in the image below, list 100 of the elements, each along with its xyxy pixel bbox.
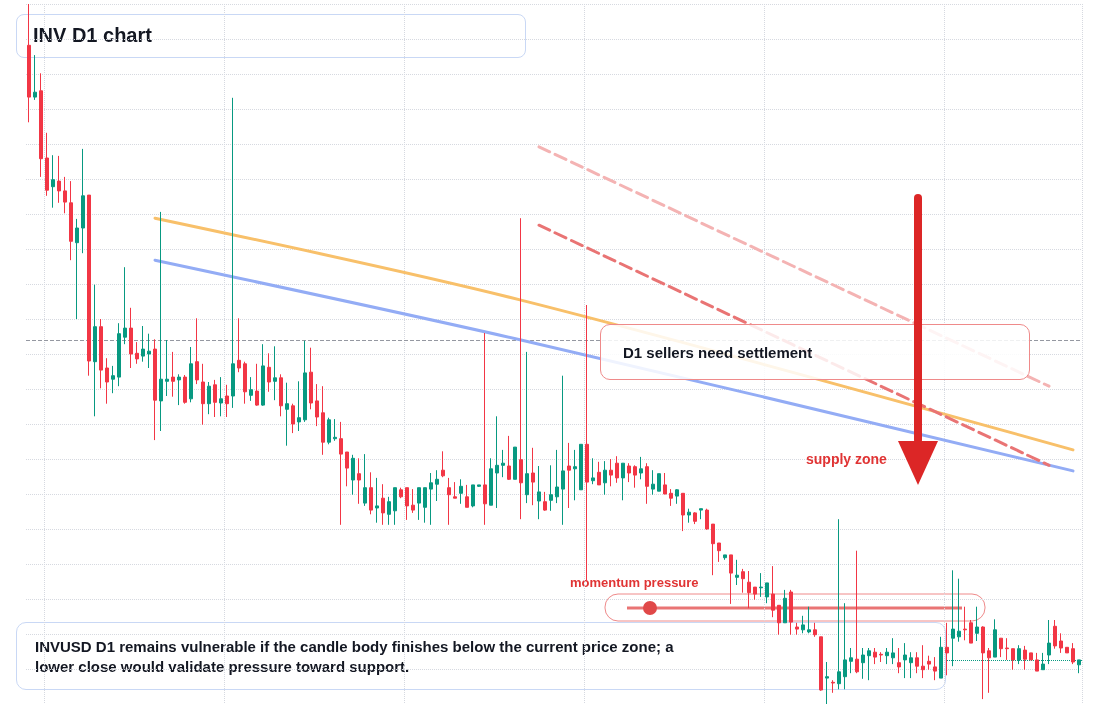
candlestick: [561, 375, 565, 526]
candlestick: [597, 461, 601, 486]
candlestick: [39, 72, 43, 178]
candlestick: [1059, 632, 1063, 654]
candlestick: [879, 651, 883, 663]
candlestick: [411, 488, 415, 514]
candlestick: [87, 194, 91, 377]
candlestick: [273, 345, 277, 401]
candlestick: [45, 132, 49, 197]
candlestick: [315, 383, 319, 427]
candlestick: [57, 155, 61, 204]
candlestick: [405, 487, 409, 521]
candlestick: [813, 622, 817, 638]
candlestick: [237, 317, 241, 373]
candlestick: [147, 333, 151, 369]
candlestick: [423, 487, 427, 524]
candlestick: [141, 325, 145, 363]
candlestick: [195, 317, 199, 385]
candlestick: [489, 457, 493, 506]
candlestick: [801, 615, 805, 634]
candlestick: [933, 656, 937, 681]
candlestick: [135, 341, 139, 365]
candlestick: [255, 363, 259, 407]
candlestick: [795, 622, 799, 636]
callout-box: D1 sellers need settlement: [600, 324, 1030, 380]
candlestick: [333, 418, 337, 442]
candlestick: [1065, 646, 1069, 654]
candlestick: [693, 511, 697, 525]
candlestick: [261, 343, 265, 407]
candlestick: [417, 487, 421, 521]
candlestick: [729, 554, 733, 605]
candlestick: [453, 481, 457, 499]
candlestick: [837, 518, 841, 690]
candlestick: [399, 487, 403, 499]
candlestick: [111, 365, 115, 394]
candlestick: [639, 456, 643, 480]
candlestick: [267, 352, 271, 393]
candlestick: [645, 462, 649, 505]
candlestick: [501, 449, 505, 478]
candlestick: [519, 217, 523, 520]
candlestick: [903, 642, 907, 679]
candlestick: [663, 472, 667, 495]
candlestick: [651, 469, 655, 496]
candlestick: [549, 464, 553, 512]
candlestick: [537, 465, 541, 520]
candlestick: [465, 484, 469, 508]
candlestick: [357, 457, 361, 505]
candlestick: [189, 346, 193, 403]
candlestick: [201, 363, 205, 426]
candlestick: [387, 496, 391, 526]
candlestick: [603, 460, 607, 496]
candlestick: [393, 487, 397, 526]
candlestick: [219, 376, 223, 417]
candlestick: [909, 651, 913, 679]
candlestick: [969, 619, 973, 644]
candlestick: [309, 347, 313, 410]
candlestick: [1029, 652, 1033, 661]
candlestick: [627, 462, 631, 483]
candlestick: [513, 446, 517, 480]
candlestick: [741, 568, 745, 594]
candlestick: [129, 307, 133, 369]
candlestick: [1005, 637, 1009, 661]
candlestick: [471, 484, 475, 508]
candlestick: [609, 458, 613, 487]
candlestick: [615, 455, 619, 484]
candlestick: [579, 443, 583, 491]
candlestick: [573, 449, 577, 501]
candlestick: [279, 373, 283, 417]
candlestick: [735, 559, 739, 586]
candlestick: [507, 435, 511, 481]
candlestick: [525, 351, 529, 504]
candlestick: [987, 647, 991, 694]
candlestick: [849, 647, 853, 674]
candlestick: [303, 340, 307, 423]
candlestick: [495, 415, 499, 509]
candlestick: [771, 565, 775, 618]
candlestick: [819, 636, 823, 692]
candlestick: [1053, 619, 1057, 650]
candlestick: [375, 477, 379, 524]
candlestick: [63, 176, 67, 214]
candlestick: [711, 523, 715, 576]
candlestick: [759, 572, 763, 598]
candlestick: [963, 606, 967, 641]
candlestick: [429, 472, 433, 526]
candlestick: [753, 586, 757, 601]
candlestick: [633, 464, 637, 489]
candlestick: [207, 381, 211, 415]
candlestick: [765, 582, 769, 604]
candlestick: [285, 382, 289, 447]
candlestick: [999, 637, 1003, 658]
candlestick: [921, 644, 925, 679]
candlestick: [945, 622, 949, 676]
candlestick: [687, 508, 691, 524]
candlestick: [321, 385, 325, 456]
candlestick: [1011, 648, 1015, 671]
candlestick: [249, 376, 253, 402]
candlestick: [339, 421, 343, 526]
candlestick: [369, 471, 373, 515]
candlestick: [867, 647, 871, 681]
candlestick: [657, 473, 661, 492]
